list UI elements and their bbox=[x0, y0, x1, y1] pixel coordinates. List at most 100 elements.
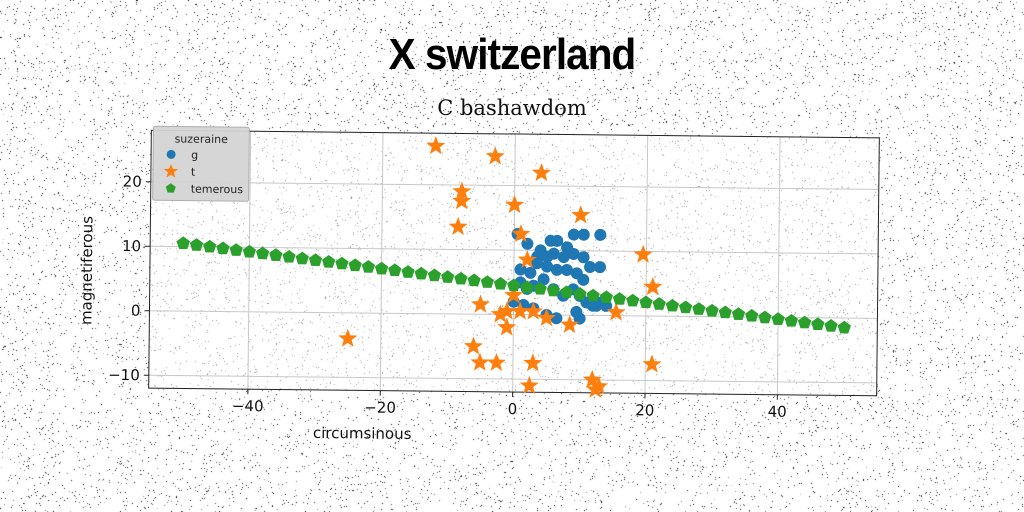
t-point bbox=[582, 369, 602, 389]
legend: suzeraine gt temerous bbox=[152, 125, 250, 202]
t-point bbox=[606, 302, 626, 321]
temerous-point bbox=[705, 303, 719, 317]
temerous-point bbox=[322, 254, 336, 268]
grid-line-x bbox=[379, 132, 384, 391]
grid-line-x bbox=[512, 134, 516, 392]
t-point bbox=[497, 301, 517, 320]
t-point bbox=[523, 353, 543, 372]
temerous-point bbox=[295, 251, 309, 265]
t-point bbox=[448, 216, 468, 236]
x-tick-label: −40 bbox=[232, 397, 264, 415]
legend-label-t: t bbox=[191, 166, 196, 179]
temerous-point bbox=[427, 268, 442, 282]
temerous-point bbox=[546, 283, 561, 297]
legend-title: suzeraine bbox=[175, 132, 229, 146]
y-tick-label: 20 bbox=[123, 172, 142, 190]
temerous-point bbox=[573, 286, 587, 300]
grid-line-y bbox=[150, 245, 879, 255]
grid-line-x bbox=[247, 131, 252, 390]
t-point bbox=[497, 317, 517, 336]
chart-title: X switzerland bbox=[388, 30, 637, 79]
temerous-point bbox=[758, 310, 772, 324]
g-point bbox=[531, 257, 544, 270]
temerous-point bbox=[533, 281, 547, 295]
temerous-point bbox=[599, 290, 613, 304]
temerous-point bbox=[626, 293, 640, 307]
t-point bbox=[531, 162, 551, 182]
t-point bbox=[486, 352, 506, 371]
grid-line-x bbox=[644, 135, 649, 394]
g-point bbox=[557, 251, 570, 264]
g-point bbox=[560, 264, 573, 277]
temerous-point bbox=[731, 307, 746, 320]
temerous-point bbox=[718, 305, 732, 319]
t-point bbox=[510, 301, 530, 320]
t-point bbox=[504, 285, 524, 304]
temerous-point bbox=[176, 236, 190, 250]
temerous-point bbox=[692, 302, 706, 315]
g-point bbox=[577, 251, 590, 264]
legend-box bbox=[152, 125, 250, 202]
legend-label-g: g bbox=[191, 149, 198, 162]
temerous-point bbox=[401, 265, 415, 278]
temerous-point bbox=[771, 312, 785, 326]
t-point bbox=[517, 249, 537, 269]
temerous-point bbox=[493, 276, 508, 290]
temerous-point bbox=[560, 285, 574, 298]
temerous-point bbox=[335, 256, 349, 270]
t-point bbox=[642, 354, 662, 373]
temerous-point bbox=[520, 280, 534, 293]
temerous-point bbox=[665, 298, 680, 312]
temerous-point bbox=[374, 261, 389, 275]
x-tick-label: 40 bbox=[768, 403, 787, 421]
g-point bbox=[521, 237, 534, 250]
g-point bbox=[551, 234, 564, 247]
t-point bbox=[485, 146, 505, 165]
g-point bbox=[593, 261, 606, 274]
temerous-point bbox=[824, 319, 838, 332]
temerous-point bbox=[454, 271, 468, 285]
t-point bbox=[633, 244, 653, 263]
t-point bbox=[571, 205, 591, 224]
temerous-point bbox=[361, 259, 376, 273]
legend-marker-g bbox=[166, 149, 176, 159]
temerous-point bbox=[507, 278, 521, 292]
t-point bbox=[490, 304, 510, 323]
t-point bbox=[470, 294, 490, 313]
t-point bbox=[452, 181, 472, 200]
temerous-point bbox=[652, 297, 666, 310]
g-point bbox=[573, 312, 586, 325]
t-point bbox=[585, 379, 605, 398]
t-point bbox=[426, 136, 446, 155]
temerous-point bbox=[255, 246, 270, 260]
temerous-point bbox=[811, 317, 825, 331]
t-point bbox=[452, 191, 472, 210]
y-tick-label: −10 bbox=[108, 366, 140, 384]
grid-line-x bbox=[776, 136, 781, 395]
temerous-point bbox=[586, 288, 600, 302]
temerous-point bbox=[189, 238, 204, 251]
temerous-point bbox=[480, 275, 495, 288]
t-point bbox=[560, 314, 580, 334]
t-point bbox=[589, 376, 609, 395]
y-tick-label: 0 bbox=[131, 302, 141, 320]
x-tick-label: 0 bbox=[508, 400, 518, 418]
g-point bbox=[550, 263, 563, 276]
g-point bbox=[577, 273, 590, 286]
g-point bbox=[577, 228, 590, 241]
g-point bbox=[547, 247, 560, 260]
temerous-point bbox=[612, 292, 627, 305]
temerous-point bbox=[242, 244, 257, 258]
legend-marker-t bbox=[163, 163, 179, 178]
t-point bbox=[519, 375, 539, 394]
temerous-point bbox=[269, 248, 283, 261]
temerous-point bbox=[414, 266, 428, 280]
t-point bbox=[643, 277, 663, 296]
grid-line-y bbox=[150, 181, 879, 190]
plot-area: −40 −20 0 20 40 −10 0 10 20 circumsinous magnetife… bbox=[77, 125, 880, 443]
temerous-point bbox=[203, 239, 217, 253]
g-point bbox=[594, 228, 607, 241]
t-point bbox=[463, 336, 483, 355]
temerous-point bbox=[216, 241, 230, 255]
